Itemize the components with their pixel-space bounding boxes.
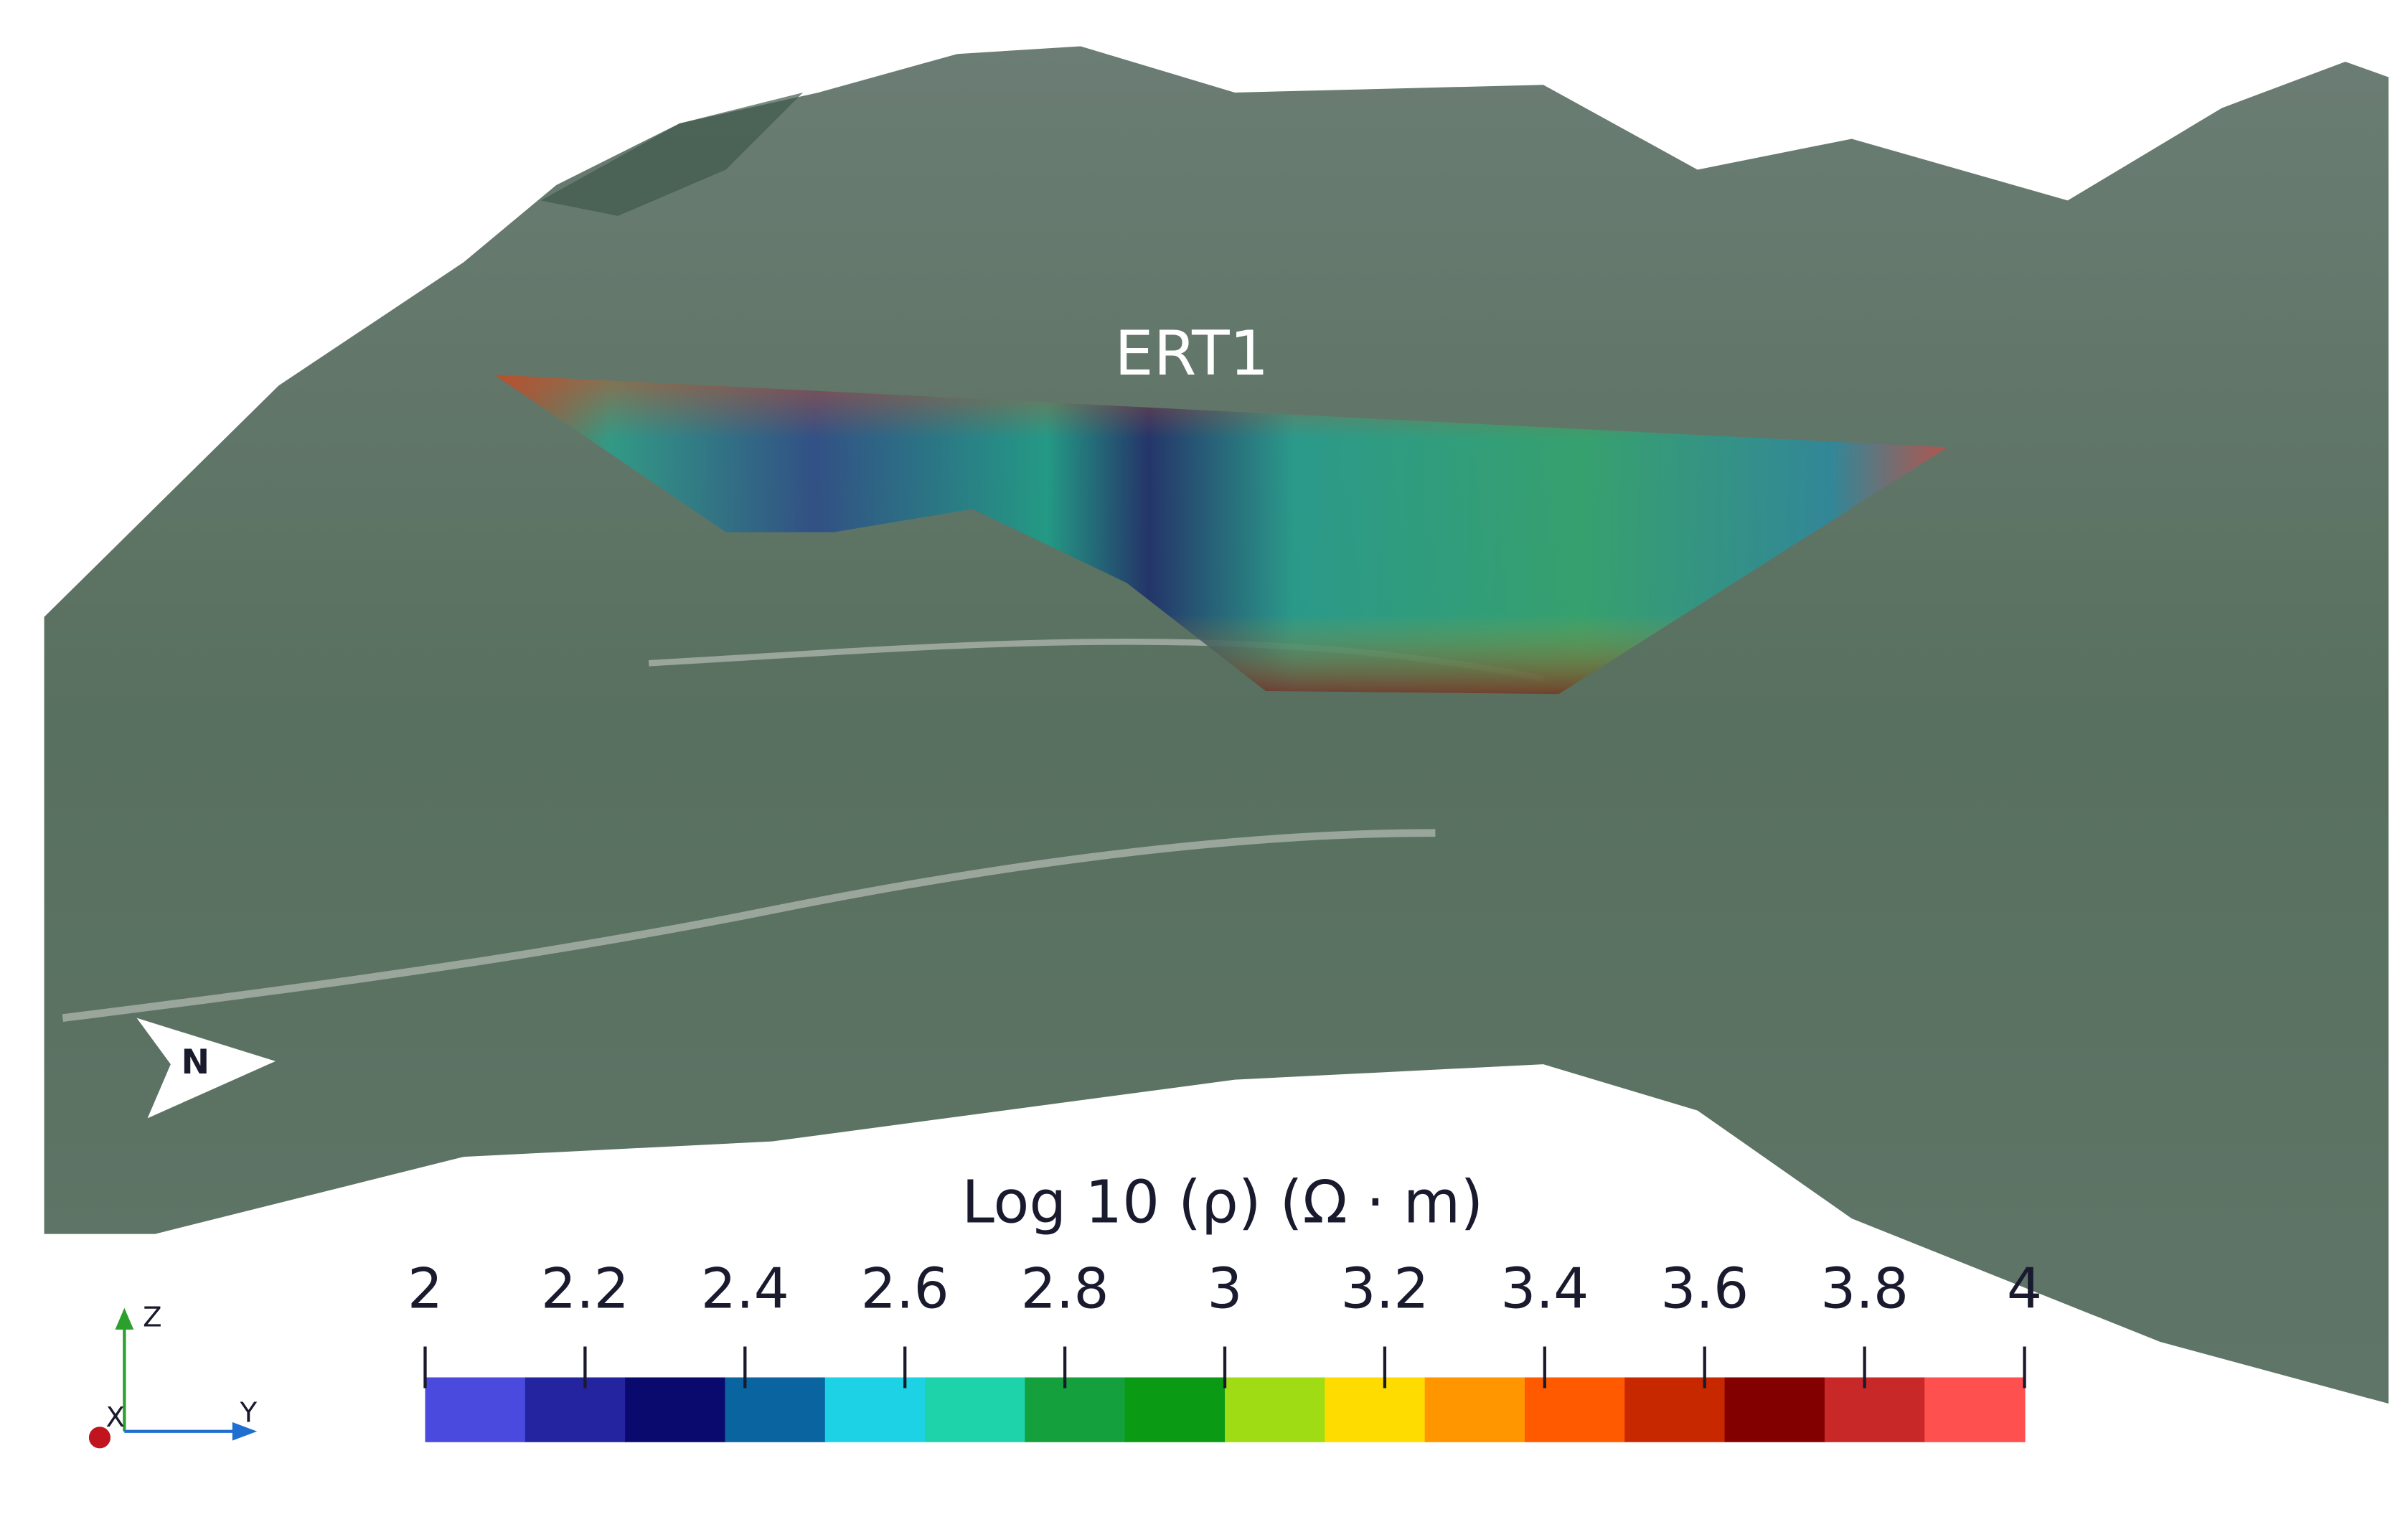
colorbar-tick-label: 4 (2007, 1256, 2042, 1321)
y-arrowhead (232, 1422, 258, 1441)
colorbar-tick-label: 3.6 (1660, 1256, 1749, 1321)
colorbar-segment (1924, 1377, 2026, 1442)
colorbar-tick-label: 3 (1207, 1256, 1242, 1321)
colorbar-segment (625, 1377, 726, 1442)
colorbar-tick-label: 3.4 (1500, 1256, 1589, 1321)
colorbar: 2 2.2 2.4 2.6 2.8 3 3.2 3.4 3.6 3.8 4 (408, 1256, 2042, 1442)
z-arrowhead (115, 1307, 134, 1330)
colorbar-segment (425, 1377, 526, 1442)
colorbar-tick-label: 2.2 (541, 1256, 629, 1321)
north-label: N (181, 1043, 210, 1082)
colorbar-segment (1624, 1377, 1726, 1442)
north-arrow (136, 1018, 276, 1119)
colorbar-segment (1124, 1377, 1226, 1442)
colorbar-tick-label: 3.8 (1820, 1256, 1909, 1321)
colorbar-tick-label: 3.2 (1340, 1256, 1429, 1321)
colorbar-segment (1824, 1377, 1926, 1442)
road (62, 829, 1436, 1022)
y-label: Y (240, 1397, 258, 1429)
x-label: X (106, 1401, 126, 1434)
ert-section-shade (494, 375, 1948, 695)
colorbar-segment (1524, 1377, 1626, 1442)
colorbar-segment (824, 1377, 926, 1442)
colorbar-segment (1025, 1377, 1126, 1442)
profile-label: ERT1 (1114, 318, 1269, 390)
colorbar-segment (925, 1377, 1026, 1442)
colorbar-segment (1724, 1377, 1825, 1442)
colorbar-segment (1325, 1377, 1426, 1442)
colorbar-segment (1225, 1377, 1326, 1442)
ridge-shadow (540, 92, 804, 216)
colorbar-tick-label: 2.6 (861, 1256, 949, 1321)
colorbar-segment (1424, 1377, 1526, 1442)
colorbar-tick-label: 2 (408, 1256, 443, 1321)
x-axis-dot (88, 1427, 111, 1449)
colorbar-tick-label: 2.8 (1021, 1256, 1109, 1321)
colorbar-segment (725, 1377, 826, 1442)
colorbar-tick-label: 2.4 (701, 1256, 789, 1321)
colorbar-title: Log 10 (ρ) (Ω · m) (961, 1168, 1483, 1236)
z-label: Z (143, 1301, 162, 1333)
colorbar-segment (525, 1377, 626, 1442)
